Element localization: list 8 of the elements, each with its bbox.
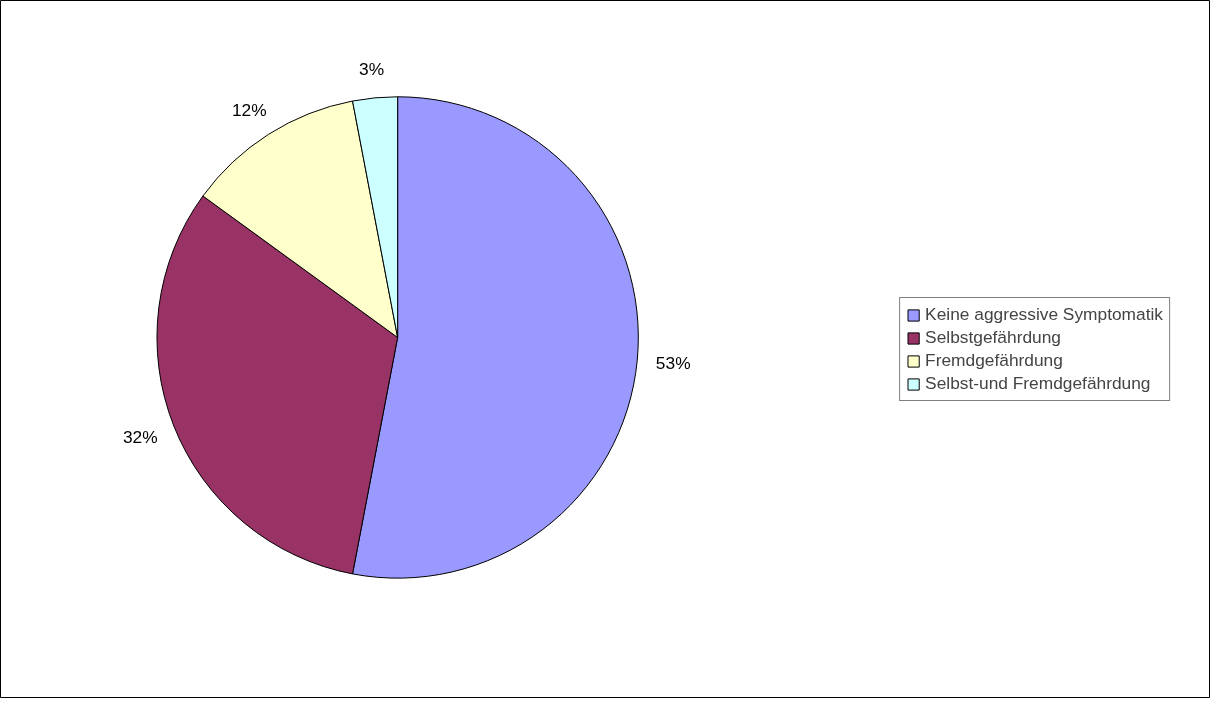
data-label: 53% (655, 352, 691, 373)
data-label: 12% (231, 99, 267, 120)
legend-label: Selbstgefährdung (925, 327, 1061, 348)
data-label: 32% (122, 426, 158, 447)
legend-label: Selbst-und Fremdgefährdung (925, 373, 1151, 394)
data-label: 3% (359, 59, 385, 80)
legend-label: Fremdgefährdung (925, 350, 1063, 371)
legend-label: Keine aggressive Symptomatik (925, 304, 1163, 325)
